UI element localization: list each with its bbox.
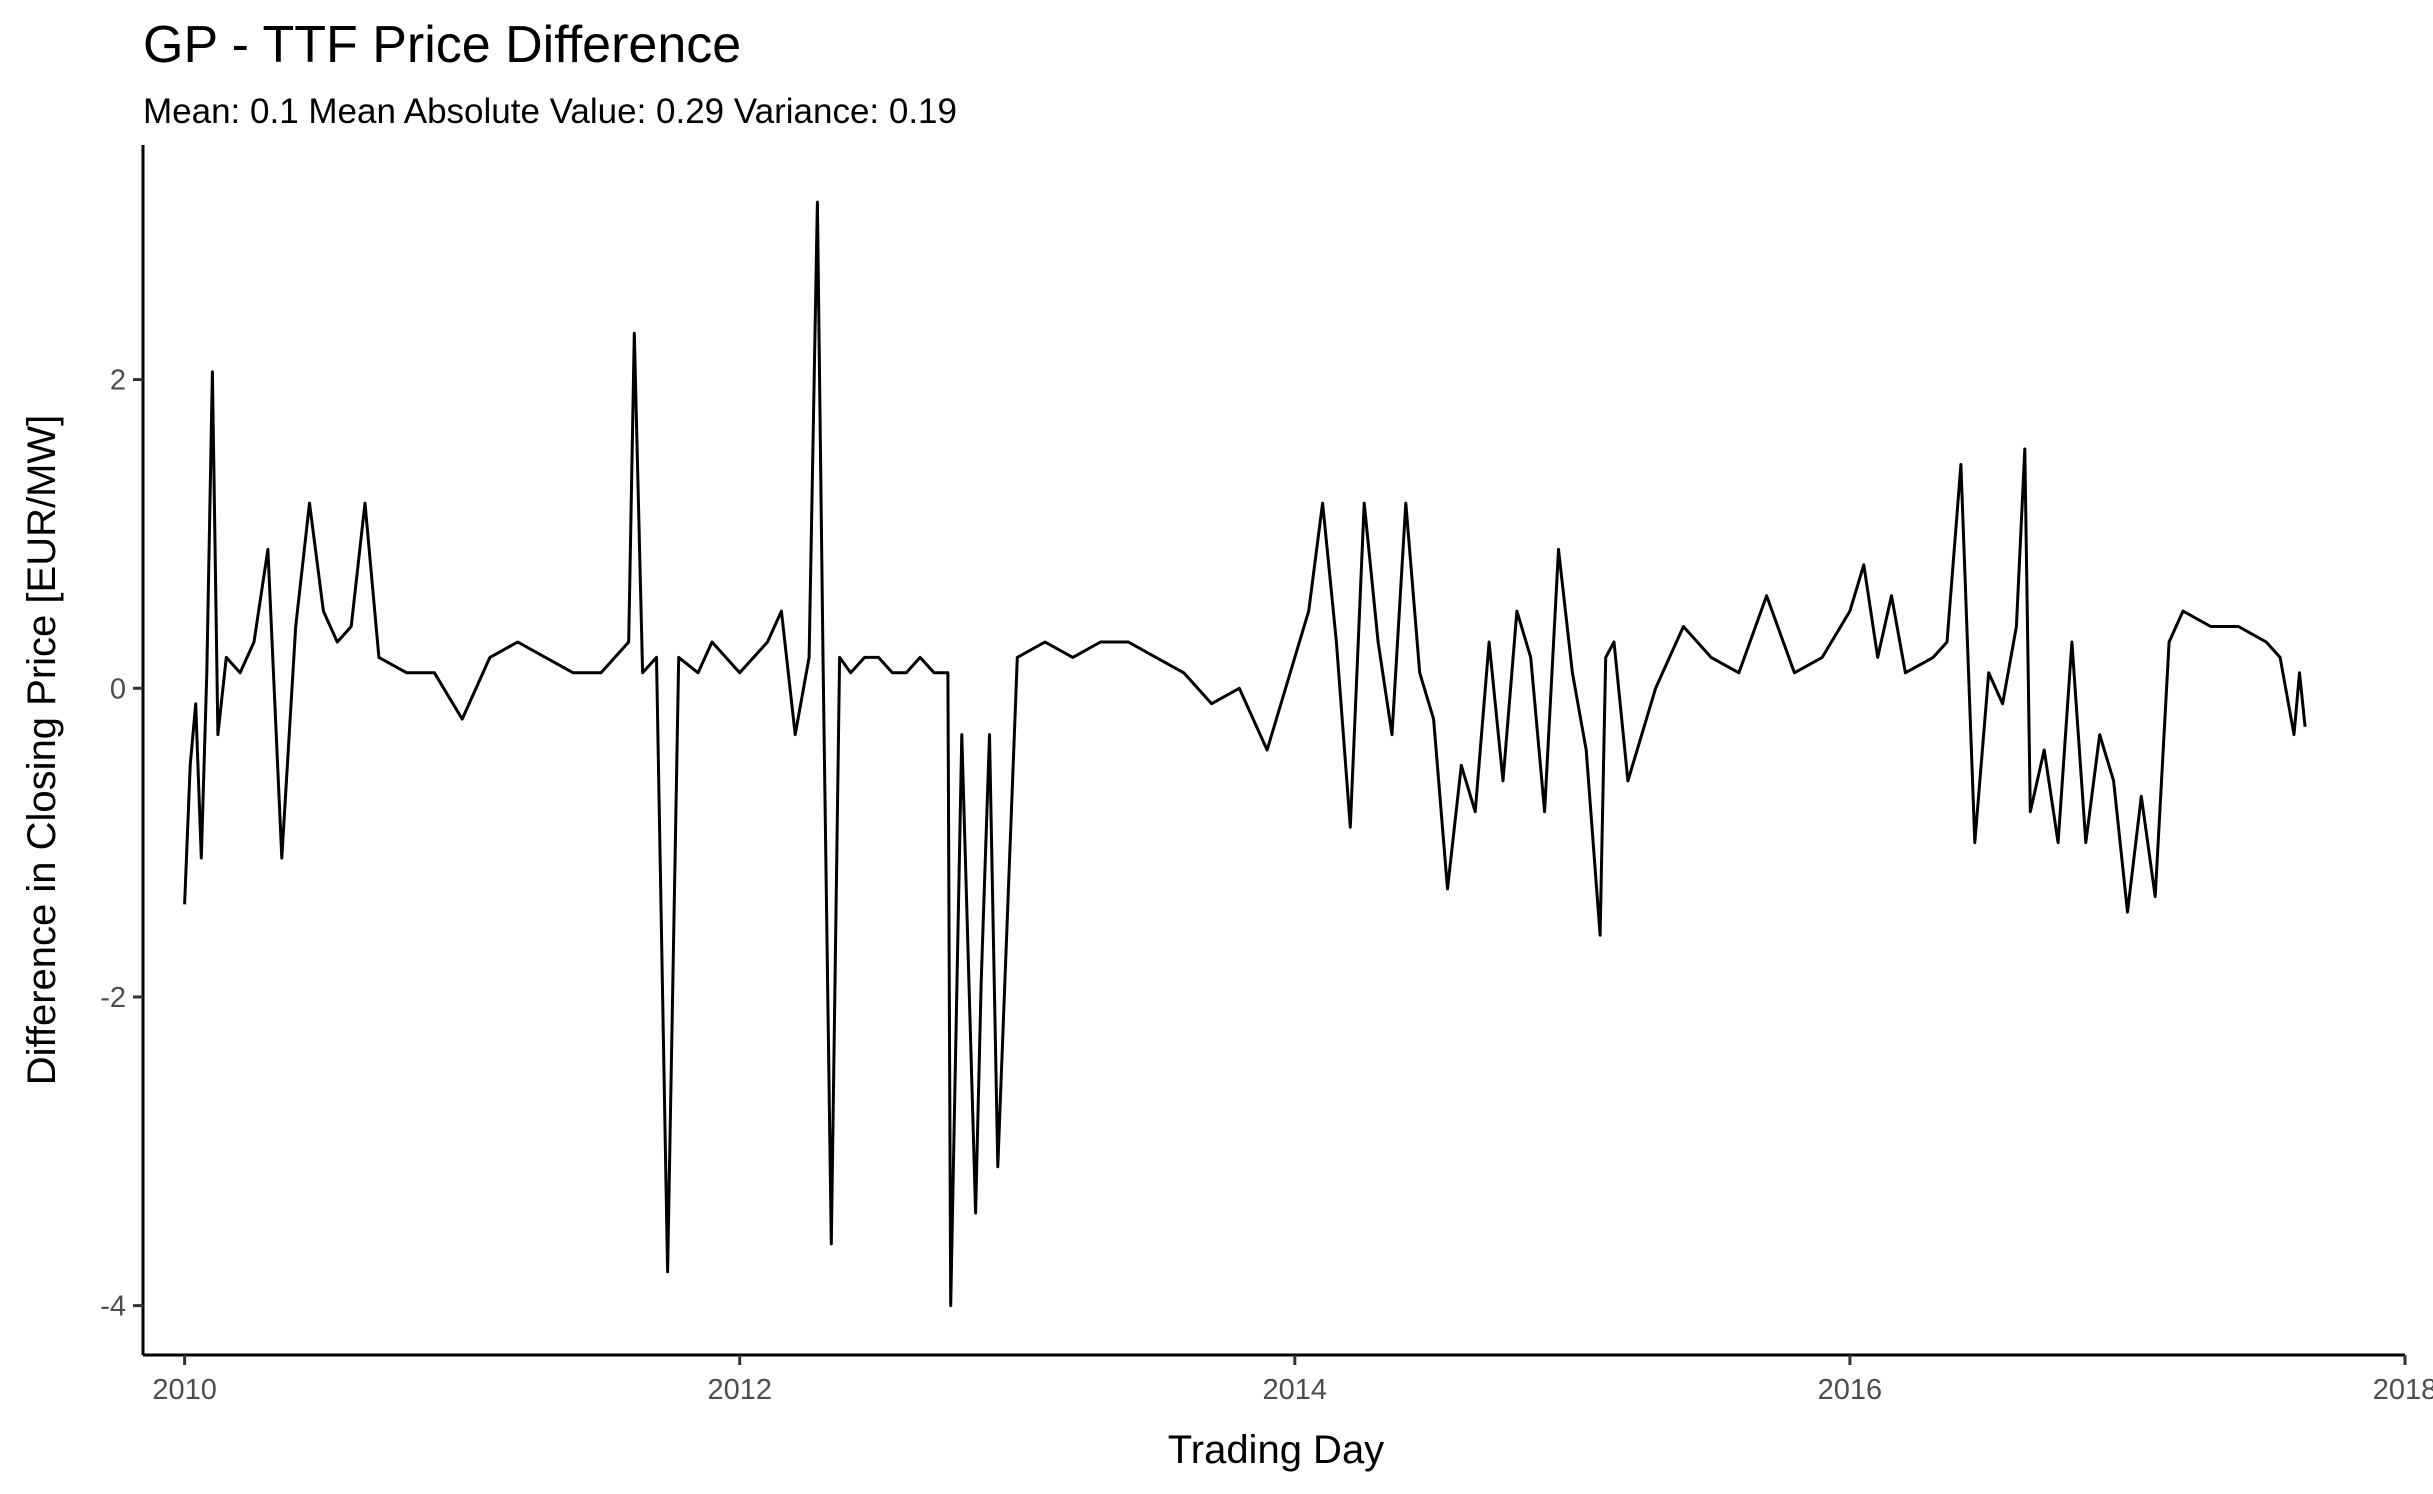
x-tick-label: 2012: [707, 1374, 772, 1406]
chart-title: GP - TTF Price Difference: [143, 16, 741, 74]
y-tick-label: -2: [100, 982, 126, 1014]
chart-subtitle: Mean: 0.1 Mean Absolute Value: 0.29 Vari…: [143, 92, 957, 131]
x-tick-label: 2010: [152, 1374, 217, 1406]
x-axis-title: Trading Day: [1168, 1428, 1384, 1472]
y-axis-ticks: -4 -2 0 2: [100, 365, 143, 1323]
series-line: [183, 200, 2307, 1308]
y-tick-label: 0: [110, 673, 126, 705]
x-tick-label: 2018: [2373, 1374, 2433, 1406]
x-axis-ticks: 2010 2012 2014 2016 2018: [152, 1355, 2433, 1406]
x-tick-label: 2016: [1818, 1374, 1883, 1406]
y-tick-label: 2: [110, 365, 126, 397]
y-tick-label: -4: [100, 1291, 126, 1323]
y-axis-title: Difference in Closing Price [EUR/MW]: [20, 415, 64, 1086]
x-tick-label: 2014: [1263, 1374, 1328, 1406]
